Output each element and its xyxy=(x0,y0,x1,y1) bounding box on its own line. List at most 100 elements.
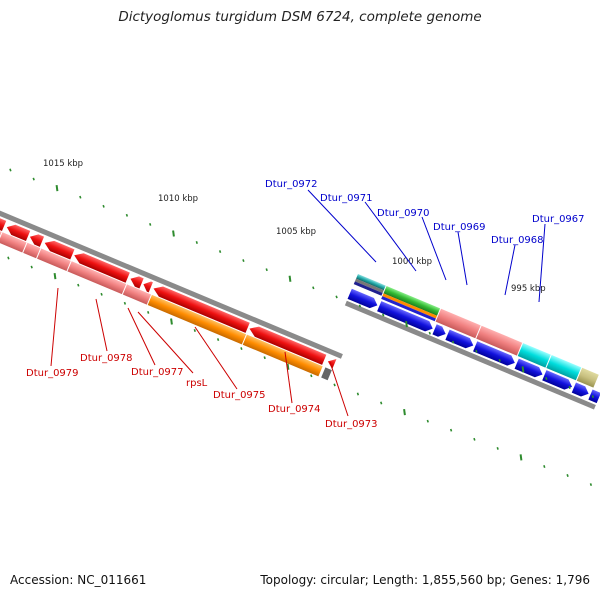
gene-arrow xyxy=(432,324,446,337)
scale-tick xyxy=(451,340,455,344)
scale-tick xyxy=(312,286,315,290)
gene-arrow xyxy=(44,240,75,260)
scale-ruler-lower xyxy=(7,256,593,487)
gene-label[interactable]: Dtur_0979 xyxy=(26,368,79,379)
scale-tick xyxy=(218,250,222,254)
scale-tick xyxy=(335,295,338,299)
scale-tick xyxy=(449,428,453,432)
scale-tick xyxy=(519,454,523,461)
scale-tick xyxy=(195,241,198,244)
scale-label-1000: 1000 kbp xyxy=(392,257,432,267)
cds-bar xyxy=(242,334,323,377)
scale-tick xyxy=(125,213,129,217)
scale-tick xyxy=(382,313,385,317)
gene-bar xyxy=(354,278,384,293)
gene-label[interactable]: Dtur_0974 xyxy=(268,404,321,415)
scale-tick xyxy=(265,268,268,272)
scale-tick xyxy=(521,366,525,373)
scale-tick xyxy=(30,265,33,269)
cds-bar xyxy=(147,294,247,345)
gene-label[interactable]: Dtur_0970 xyxy=(377,208,430,219)
scale-label-995: 995 kbp xyxy=(511,284,546,294)
scale-tick xyxy=(589,483,593,487)
scale-tick xyxy=(475,349,478,353)
gene-arrow xyxy=(6,224,31,242)
scale-tick xyxy=(240,347,243,351)
gene-label[interactable]: Dtur_0977 xyxy=(131,367,184,378)
scale-tick xyxy=(172,230,175,237)
gene-arrow xyxy=(571,382,589,397)
cds-bar xyxy=(321,367,332,381)
scale-tick xyxy=(242,259,245,263)
scale-tick xyxy=(568,386,571,389)
gene-arrow xyxy=(143,281,153,293)
left-genome-fragment xyxy=(0,203,343,381)
gene-arrow xyxy=(74,253,130,283)
scale-tick xyxy=(405,320,408,328)
genome-summary-label: Topology: circular; Length: 1,855,560 bp… xyxy=(260,573,590,587)
scale-label-1010: 1010 kbp xyxy=(158,194,198,204)
scale-tick xyxy=(7,256,10,260)
scale-tick xyxy=(498,358,501,362)
gene-label[interactable]: Dtur_0973 xyxy=(325,419,378,430)
scale-tick xyxy=(147,310,150,314)
scale-ruler-upper xyxy=(9,168,595,399)
scale-tick xyxy=(123,301,127,305)
gene-arrow xyxy=(542,370,573,390)
gene-label[interactable]: Dtur_0968 xyxy=(491,235,544,246)
scale-tick xyxy=(53,272,57,280)
gene-bar xyxy=(353,281,383,296)
left-label-leaders xyxy=(50,287,349,417)
scale-tick xyxy=(32,177,35,181)
right-label-leaders xyxy=(307,189,546,303)
gene-label[interactable]: Dtur_0978 xyxy=(80,353,133,364)
gene-label[interactable]: Dtur_0969 xyxy=(433,222,486,233)
map-title: Dictyoglomus turgidum DSM 6724, complete… xyxy=(118,9,482,25)
gene-label[interactable]: Dtur_0971 xyxy=(320,193,373,204)
scale-tick xyxy=(310,374,313,378)
cds-bar xyxy=(546,355,582,381)
gene-label[interactable]: Dtur_0972 xyxy=(265,179,318,190)
scale-tick xyxy=(403,408,406,416)
cds-bar xyxy=(476,325,523,356)
scale-tick xyxy=(380,401,383,405)
cds-bar xyxy=(435,308,481,339)
cds-bar xyxy=(67,261,127,295)
scale-tick xyxy=(358,304,362,308)
gene-arrow xyxy=(130,276,144,289)
scale-tick xyxy=(543,465,546,468)
scale-tick xyxy=(100,292,103,296)
cds-bar xyxy=(23,242,41,259)
accession-label: Accession: NC_011661 xyxy=(10,573,147,587)
cds-bar xyxy=(37,248,71,272)
gene-arrow xyxy=(377,301,433,332)
gene-label[interactable]: rpsL xyxy=(186,378,208,389)
gene-label[interactable]: Dtur_0967 xyxy=(532,214,585,225)
scale-tick xyxy=(79,195,82,199)
scale-tick xyxy=(149,222,152,226)
backbone-line xyxy=(0,203,343,359)
gene-bar xyxy=(383,285,441,316)
gene-arrow xyxy=(473,341,515,366)
scale-tick xyxy=(428,331,431,335)
gene-arrow xyxy=(327,359,337,370)
scale-tick xyxy=(9,168,12,172)
scale-label-1005: 1005 kbp xyxy=(276,227,316,237)
scale-tick xyxy=(473,437,476,441)
scale-tick xyxy=(426,419,429,423)
scale-tick xyxy=(286,363,290,370)
gene-arrow xyxy=(29,234,45,247)
gene-label[interactable]: Dtur_0975 xyxy=(213,390,266,401)
scale-tick xyxy=(591,395,595,399)
scale-tick xyxy=(216,338,220,342)
scale-tick xyxy=(170,318,173,325)
gene-arrow xyxy=(514,358,543,378)
scale-tick xyxy=(77,283,80,287)
cds-bar xyxy=(576,367,599,388)
scale-tick xyxy=(333,383,336,387)
right-genome-fragment xyxy=(344,274,600,410)
scale-tick xyxy=(356,392,360,396)
cds-bar xyxy=(0,232,27,253)
